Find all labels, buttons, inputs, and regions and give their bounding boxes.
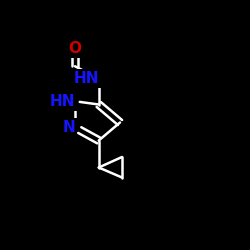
- Text: HN: HN: [50, 94, 75, 109]
- Text: N: N: [62, 120, 75, 135]
- Text: N: N: [62, 120, 75, 135]
- Text: HN: HN: [73, 71, 99, 86]
- Text: HN: HN: [73, 71, 99, 86]
- Text: O: O: [68, 41, 82, 56]
- Text: HN: HN: [50, 94, 75, 109]
- Text: O: O: [68, 41, 82, 56]
